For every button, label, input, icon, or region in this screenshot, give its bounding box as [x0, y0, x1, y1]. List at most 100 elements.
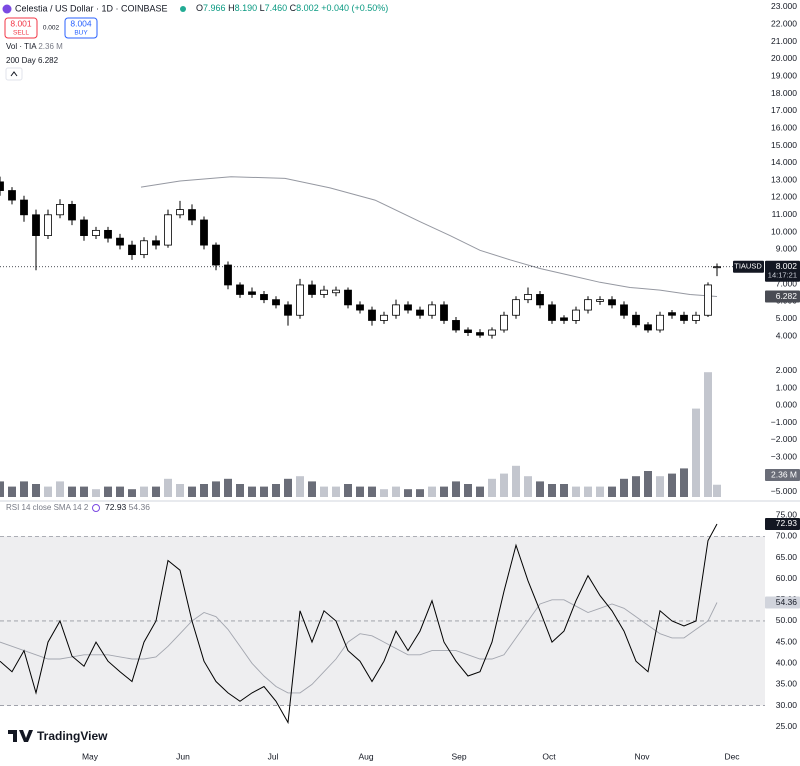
rsi-ma-tag: 54.36 [776, 597, 798, 607]
candle-body [572, 309, 580, 321]
volume-bar [392, 486, 400, 497]
volume-bar [128, 489, 136, 497]
y-tick-label: 75.00 [776, 509, 798, 519]
volume-bar [548, 484, 556, 497]
volume-bar [20, 481, 28, 497]
candle-body [476, 332, 484, 336]
y-tick-label: 23.000 [771, 1, 797, 11]
collapse-button[interactable] [5, 67, 23, 81]
sma-tag: 6.282 [776, 291, 798, 301]
sma-legend: 200 Day 6.282 [6, 56, 59, 65]
volume-bar [644, 471, 652, 497]
candle-body [452, 320, 460, 331]
candle-body [332, 289, 340, 294]
buy-button[interactable] [64, 17, 98, 39]
sell-label: SELL [13, 30, 29, 37]
candle-body [260, 294, 268, 301]
ohlc-value: 7.966 [203, 3, 226, 13]
y-tick-label: −3.000 [771, 452, 798, 462]
ohlc-value: 7.460 [265, 3, 288, 13]
volume-bar [524, 476, 532, 497]
candle-body [284, 304, 292, 316]
candle-body [0, 181, 4, 191]
rsi-label: RSI 14 close SMA 14 2 [6, 503, 89, 512]
y-tick-label: 1.000 [776, 382, 798, 392]
y-tick-label: 4.000 [776, 330, 798, 340]
candle-body [32, 214, 40, 236]
x-tick-label: Jul [268, 751, 279, 761]
candle-body [536, 294, 544, 306]
y-tick-label: 25.00 [776, 721, 798, 731]
y-tick-label: 60.00 [776, 573, 798, 583]
candle-body [632, 314, 640, 326]
rsi-values: 72.93 54.36 [105, 502, 150, 512]
y-tick-label: −1.000 [771, 417, 798, 427]
candle-body [68, 203, 76, 221]
volume-bar [440, 486, 448, 497]
candle-body [713, 266, 721, 269]
candle-body [392, 304, 400, 316]
volume-bar [260, 486, 268, 497]
volume-bar [584, 486, 592, 497]
volume-bar [344, 484, 352, 497]
volume-bar [668, 473, 676, 497]
volume-bar [200, 484, 208, 497]
candle-body [128, 244, 136, 256]
sma-tag-box [765, 290, 800, 303]
candle-body [56, 203, 64, 216]
volume-bar [152, 486, 160, 497]
candle-body [548, 304, 556, 321]
candle-body [500, 314, 508, 331]
rsi-ma-tag-box [765, 596, 800, 609]
candle-body [560, 317, 568, 321]
volume-bar [380, 489, 388, 497]
candle-body [512, 299, 520, 316]
volume-legend: Vol · TIA 2.36 M [6, 42, 63, 51]
volume-bar [284, 478, 292, 497]
candle-body [692, 314, 700, 321]
volume-bar [620, 478, 628, 497]
candle-body [596, 299, 604, 302]
symbol-title[interactable]: Celestia / US Dollar · 1D · COINBASE [15, 3, 168, 13]
volume-bar [308, 481, 316, 497]
logo-text[interactable]: TradingView [37, 729, 108, 743]
candle-body [164, 214, 172, 246]
price-tag: 8.002 [776, 261, 798, 271]
volume-bar [140, 486, 148, 497]
candle-body [656, 314, 664, 331]
candle-body [80, 219, 88, 236]
rsi-tag: 72.93 [776, 518, 798, 528]
ohlc-key: L [260, 3, 265, 13]
rsi-icon[interactable] [92, 504, 100, 512]
candle-body [236, 284, 244, 295]
volume-value: 2.36 M [38, 42, 63, 51]
volume-bar [608, 486, 616, 497]
x-tick-label: Dec [724, 751, 740, 761]
volume-tag: 2.36 M [771, 469, 797, 479]
volume-bar [560, 484, 568, 497]
y-tick-label: 12.000 [771, 192, 797, 202]
x-tick-label: Oct [542, 751, 556, 761]
volume-bar [80, 486, 88, 497]
market-status [180, 6, 186, 12]
rsi-line [0, 523, 718, 725]
ohlc: O7.966 H8.190 L7.460 C8.002 +0.040 (+0.5… [196, 3, 388, 13]
candle-body [344, 289, 352, 306]
volume-bar [320, 486, 328, 497]
volume-bar [164, 478, 172, 497]
volume-bar [368, 486, 376, 497]
volume-bar [104, 486, 112, 497]
candle-body [248, 291, 256, 295]
volume-bar [404, 489, 412, 497]
volume-bar [416, 489, 424, 497]
sell-button[interactable] [4, 17, 38, 39]
candle-body [440, 304, 448, 321]
symbol-icon[interactable] [2, 4, 12, 14]
ohlc-key: C [290, 3, 297, 13]
volume-bar [224, 478, 232, 497]
volume-bar [248, 486, 256, 497]
volume-bar [56, 481, 64, 497]
volume-bar [44, 486, 52, 497]
candle-body [524, 294, 532, 301]
